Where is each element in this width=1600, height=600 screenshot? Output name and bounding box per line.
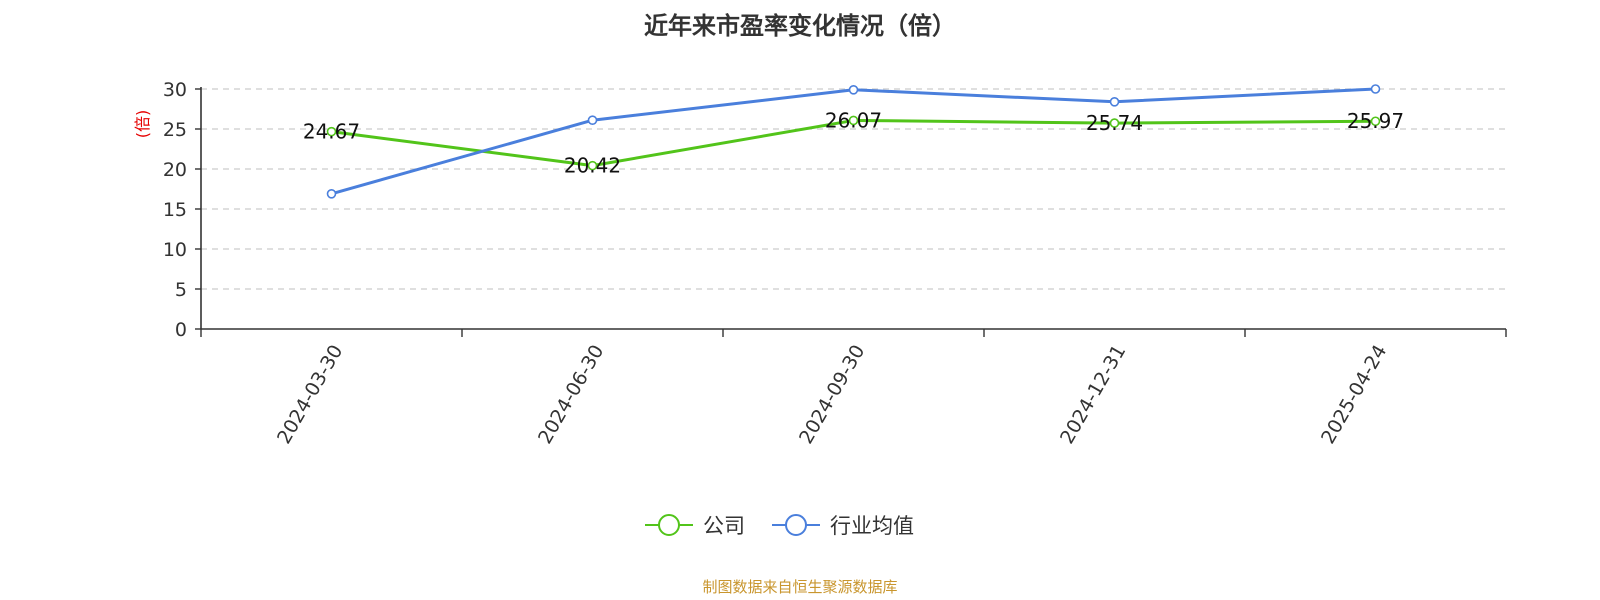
- legend-label: 公司: [703, 514, 745, 538]
- legend-marker: [785, 514, 807, 536]
- data-point[interactable]: [1109, 118, 1120, 128]
- axes: 0 5 10 15 20 25 30 2024-03-30 2024-06-30 2024-09-…: [163, 79, 1507, 448]
- data-point[interactable]: [326, 126, 337, 137]
- x-tick-label: 2024-06-30: [534, 341, 608, 448]
- series-lines: [326, 84, 1381, 199]
- data-point[interactable]: [587, 115, 598, 125]
- series-line: [331, 87, 1376, 196]
- x-tick-label: 2024-03-30: [273, 341, 347, 448]
- data-point[interactable]: [326, 189, 337, 199]
- data-point[interactable]: [587, 160, 598, 171]
- data-label: 25.97: [1347, 109, 1404, 133]
- legend-item[interactable]: 公司: [645, 514, 745, 538]
- data-point[interactable]: [1370, 84, 1381, 94]
- data-label: 26.07: [825, 108, 882, 132]
- data-label: 20.42: [564, 154, 621, 178]
- legend-item[interactable]: 行业均值: [772, 514, 914, 538]
- x-tick-label: 2024-12-31: [1056, 341, 1130, 448]
- data-point[interactable]: [1109, 97, 1120, 107]
- data-label: 24.67: [303, 120, 360, 144]
- source-note: 制图数据来自恒生聚源数据库: [702, 578, 897, 596]
- data-labels: 24.67 20.42 26.07 25.74 25.97: [303, 108, 1404, 177]
- legend-label: 行业均值: [830, 514, 914, 538]
- chart-title: 近年来市盈率变化情况（倍）: [644, 12, 956, 40]
- legend[interactable]: 公司 行业均值: [645, 514, 914, 538]
- y-tick-label: 10: [163, 239, 187, 261]
- data-point[interactable]: [848, 115, 859, 126]
- y-tick-label: 0: [175, 319, 187, 341]
- data-point[interactable]: [848, 85, 859, 95]
- y-tick-label: 25: [163, 119, 187, 141]
- data-label: 25.74: [1086, 111, 1143, 135]
- data-point[interactable]: [1370, 116, 1381, 127]
- y-tick-label: 30: [163, 79, 187, 101]
- y-tick-label: 20: [163, 159, 187, 181]
- y-axis-label: (倍): [133, 110, 152, 139]
- y-tick-label: 5: [175, 279, 187, 301]
- x-tick-label: 2024-09-30: [795, 341, 869, 448]
- x-tick-label: 2025-04-24: [1317, 341, 1391, 448]
- legend-marker: [658, 514, 680, 536]
- y-tick-label: 15: [163, 199, 187, 221]
